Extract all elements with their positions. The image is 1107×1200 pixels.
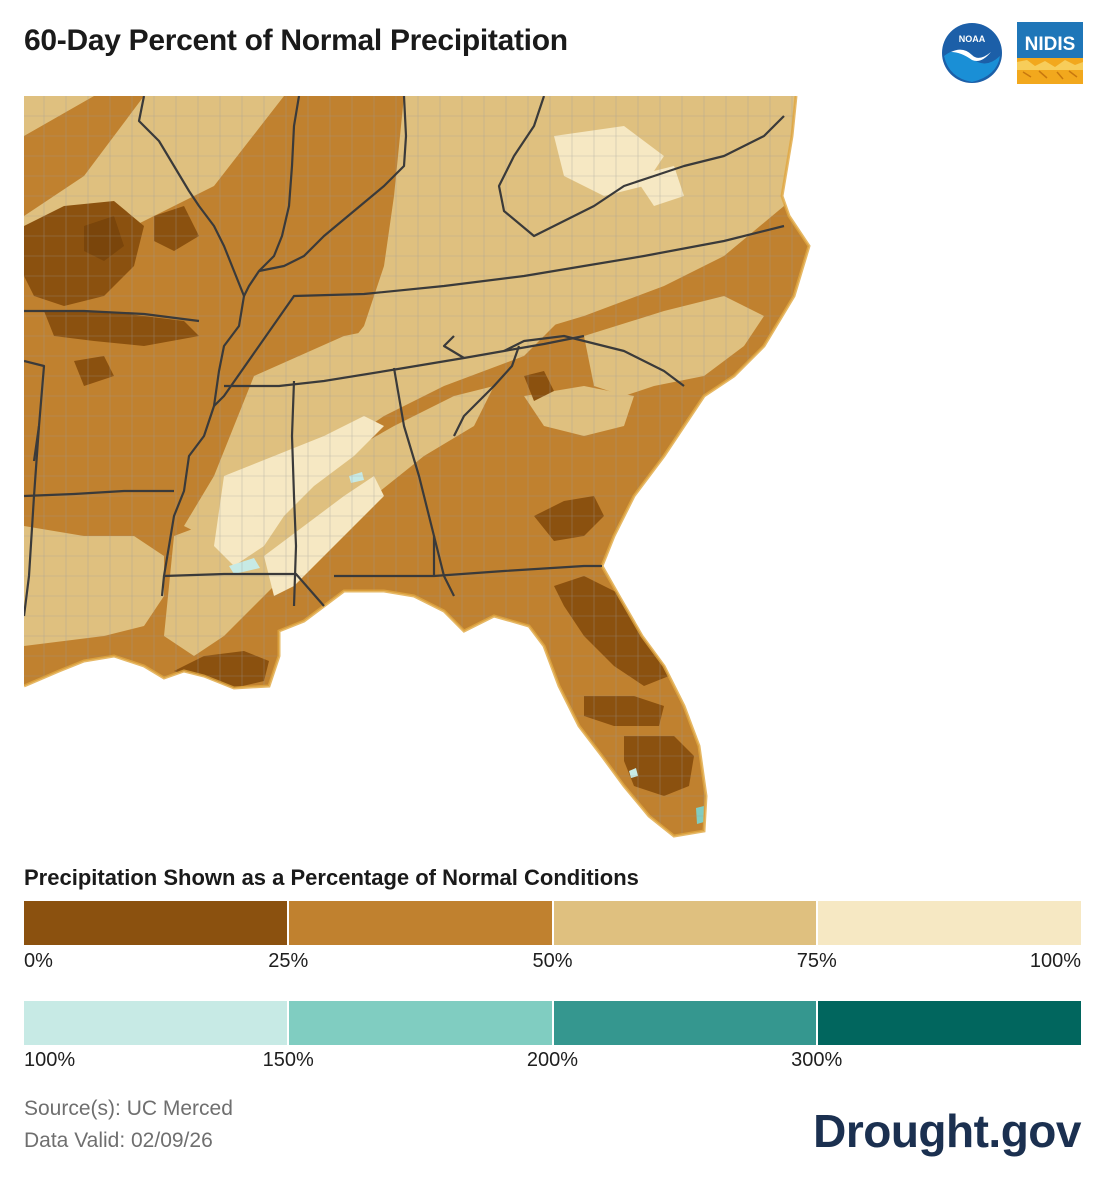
- svg-text:NIDIS: NIDIS: [1025, 34, 1076, 55]
- dry-tick-0: 0%: [24, 950, 53, 972]
- source-block: Source(s): UC Merced Data Valid: 02/09/2…: [24, 1093, 233, 1157]
- dry-tick-3: 75%: [796, 950, 837, 972]
- dry-tick-2: 50%: [532, 950, 573, 972]
- wet-tick-3: 300%: [791, 1049, 843, 1071]
- wet-swatch-0: [24, 1001, 289, 1045]
- page-title: 60-Day Percent of Normal Precipitation: [24, 24, 568, 57]
- dry-swatch-3: [818, 901, 1081, 945]
- wet-swatch-1: [288, 1001, 554, 1045]
- dry-swatch-0: [24, 901, 289, 945]
- dry-tick-4: 100%: [1029, 950, 1081, 972]
- wet-scale-ticks: 100% 150% 200% 300%: [24, 1049, 1081, 1075]
- precipitation-map: [22, 95, 824, 841]
- nidis-logo-icon: NIDIS: [1017, 22, 1083, 84]
- wet-color-scale: [24, 1001, 1081, 1045]
- wet-tick-1: 150%: [262, 1049, 314, 1071]
- coastline: [23, 95, 811, 838]
- dry-scale-ticks: 0% 25% 50% 75% 100%: [24, 950, 1081, 976]
- wet-tick-2: 200%: [526, 1049, 579, 1071]
- wet-swatch-3: [818, 1001, 1081, 1045]
- drought-gov-brand: Drought.gov: [813, 1105, 1081, 1157]
- legend-title: Precipitation Shown as a Percentage of N…: [24, 865, 639, 890]
- data-valid-text: Data Valid: 02/09/26: [24, 1129, 213, 1152]
- source-text: Source(s): UC Merced: [24, 1097, 233, 1120]
- wet-tick-0: 100%: [24, 1049, 76, 1071]
- logo-group: NOAA NIDIS: [941, 22, 1083, 84]
- dry-swatch-2: [553, 901, 819, 945]
- dry-color-scale: [24, 901, 1081, 945]
- wet-swatch-2: [553, 1001, 819, 1045]
- dry-tick-1: 25%: [268, 950, 309, 972]
- state-borders: [22, 95, 785, 617]
- svg-text:NOAA: NOAA: [959, 34, 986, 44]
- noaa-logo-icon: NOAA: [942, 23, 1002, 83]
- dry-swatch-1: [288, 901, 554, 945]
